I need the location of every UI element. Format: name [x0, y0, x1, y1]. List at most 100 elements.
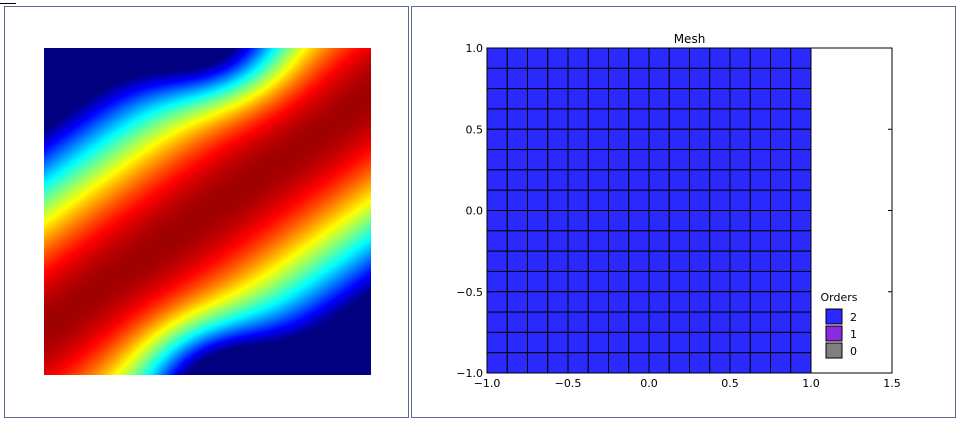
mesh-element — [527, 149, 549, 171]
x-tick-label: 1.5 — [883, 377, 901, 390]
mesh-element — [486, 149, 508, 171]
mesh-element — [587, 47, 609, 69]
mesh-element — [770, 128, 792, 151]
mesh-element — [790, 250, 812, 272]
mesh-element — [567, 291, 589, 313]
mesh-element — [729, 128, 751, 151]
mesh-element — [506, 128, 528, 151]
mesh-element — [587, 311, 609, 333]
mesh-element — [506, 291, 528, 313]
y-axis: −1.0 −0.5 0.0 0.5 1.0 — [456, 42, 892, 380]
mesh-element — [486, 108, 508, 130]
mesh-view-panel: Mesh −1.0 −0.5 0.0 0.5 1.0 1.5 −1.0 −0.5 0.0 0.5… — [411, 6, 956, 418]
mesh-element — [608, 169, 630, 191]
mesh-element — [648, 149, 670, 171]
mesh-element — [608, 149, 630, 171]
mesh-element — [608, 108, 630, 130]
mesh-element — [567, 169, 589, 191]
y-tick-label: 1.0 — [466, 42, 484, 55]
mesh-element — [689, 128, 711, 151]
mesh-element — [547, 352, 569, 374]
mesh-element — [770, 230, 792, 252]
legend-label: 0 — [850, 345, 857, 358]
mesh-element — [749, 270, 771, 293]
mesh-element — [628, 128, 650, 151]
mesh-element — [628, 291, 650, 313]
mesh-element — [689, 250, 711, 272]
mesh-element — [770, 189, 792, 211]
mesh-element — [689, 67, 711, 90]
mesh-element — [790, 149, 812, 171]
mesh-element — [567, 311, 589, 333]
mesh-element — [729, 352, 751, 374]
mesh-element — [608, 189, 630, 211]
mesh-element — [547, 149, 569, 171]
mesh-element — [790, 128, 812, 151]
legend-swatch — [825, 342, 843, 359]
mesh-element — [486, 169, 508, 191]
mesh-element — [749, 311, 771, 333]
mesh-element — [790, 108, 812, 130]
mesh-element — [749, 189, 771, 211]
mesh-element — [770, 311, 792, 333]
y-tick-label: −0.5 — [456, 286, 483, 299]
mesh-element — [506, 210, 528, 232]
mesh-element — [790, 352, 812, 374]
mesh-element — [709, 331, 731, 354]
mesh-element — [729, 270, 751, 293]
mesh-element — [709, 311, 731, 333]
mesh-element — [709, 250, 731, 272]
mesh-element — [790, 47, 812, 69]
mesh-element — [567, 189, 589, 211]
mesh-element — [608, 210, 630, 232]
mesh-element — [770, 270, 792, 293]
mesh-element — [587, 88, 609, 110]
mesh-element — [790, 67, 812, 90]
mesh-element — [567, 47, 589, 69]
mesh-element — [608, 67, 630, 90]
mesh-element — [668, 169, 690, 191]
mesh-element — [790, 189, 812, 211]
mesh-element — [689, 230, 711, 252]
mesh-element — [709, 47, 731, 69]
legend-swatch — [825, 308, 843, 325]
mesh-element — [547, 291, 569, 313]
chart-title: Mesh — [674, 32, 706, 46]
mesh-element — [729, 291, 751, 313]
mesh-element — [729, 108, 751, 130]
mesh-element — [547, 250, 569, 272]
mesh-element — [709, 291, 731, 313]
mesh-element — [648, 230, 670, 252]
mesh-element — [567, 67, 589, 90]
mesh-element — [506, 230, 528, 252]
legend-label: 2 — [850, 311, 857, 324]
mesh-element — [689, 311, 711, 333]
x-tick-label: −0.5 — [555, 377, 582, 390]
mesh-element — [587, 189, 609, 211]
mesh-element — [729, 331, 751, 354]
mesh-element — [527, 189, 549, 211]
mesh-element — [527, 88, 549, 110]
mesh-element — [648, 128, 670, 151]
mesh-element — [506, 149, 528, 171]
mesh-element — [608, 352, 630, 374]
mesh-element — [608, 331, 630, 354]
mesh-element — [689, 169, 711, 191]
mesh-element — [628, 331, 650, 354]
mesh-element — [689, 149, 711, 171]
mesh-element — [527, 250, 549, 272]
mesh-element — [749, 128, 771, 151]
mesh-element — [729, 169, 751, 191]
mesh-element — [628, 311, 650, 333]
x-axis: −1.0 −0.5 0.0 0.5 1.0 1.5 — [474, 48, 901, 390]
mesh-element — [486, 311, 508, 333]
mesh-element — [547, 270, 569, 293]
mesh-element — [648, 47, 670, 69]
mesh-element — [506, 189, 528, 211]
mesh-element — [648, 169, 670, 191]
mesh-element — [547, 311, 569, 333]
mesh-element — [689, 189, 711, 211]
mesh-element — [668, 331, 690, 354]
mesh-element — [608, 88, 630, 110]
mesh-element — [770, 250, 792, 272]
